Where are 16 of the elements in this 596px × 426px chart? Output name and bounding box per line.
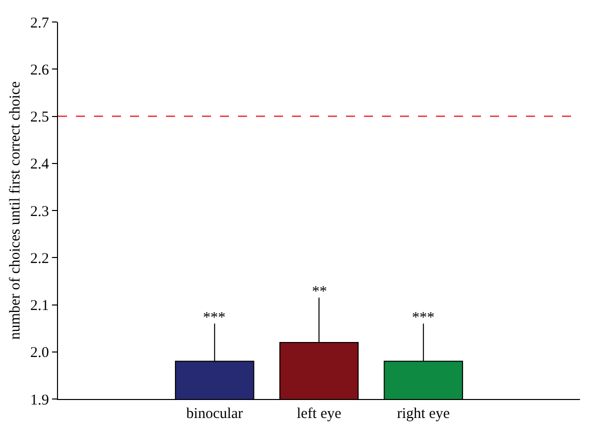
- y-tick-label: 1.9: [30, 392, 49, 408]
- annotation: ***: [412, 310, 434, 326]
- y-tick-label: 2.0: [30, 345, 49, 362]
- y-tick-label: 2.3: [30, 204, 49, 220]
- y-tick-label: 2.5: [30, 110, 49, 126]
- y-tick-label: 2.6: [30, 62, 50, 78]
- annotation: ***: [203, 310, 226, 326]
- y-tick-label: 2.2: [30, 250, 49, 267]
- y-axis-title: number of choices until first correct choice: [8, 81, 24, 340]
- y-tick-label: 2.7: [30, 15, 50, 32]
- x-tick-label: left eye: [296, 406, 342, 422]
- y-tick-label: 2.1: [30, 298, 49, 314]
- x-tick-label: right eye: [396, 406, 450, 422]
- y-tick-label: 2.4: [30, 156, 50, 173]
- x-tick-label: binocular: [186, 406, 243, 422]
- annotation: **: [312, 284, 327, 300]
